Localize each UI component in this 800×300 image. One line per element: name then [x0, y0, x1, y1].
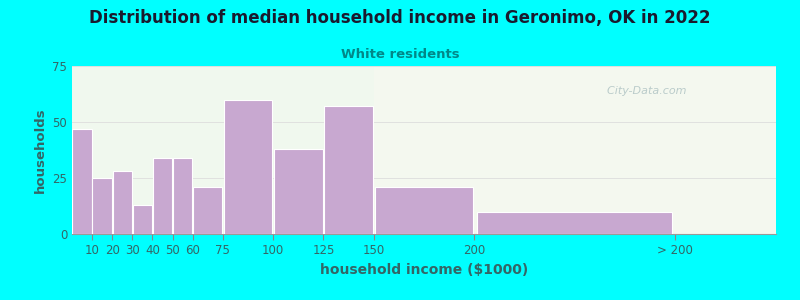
Text: Distribution of median household income in Geronimo, OK in 2022: Distribution of median household income … [90, 9, 710, 27]
Text: White residents: White residents [341, 48, 459, 61]
Y-axis label: households: households [34, 107, 46, 193]
Text: City-Data.com: City-Data.com [600, 86, 686, 96]
Bar [153, 158, 172, 234]
Bar [274, 149, 322, 234]
Bar [93, 178, 112, 234]
Bar [375, 187, 473, 234]
Bar [193, 187, 222, 234]
Bar [374, 66, 776, 234]
Bar [113, 171, 132, 234]
Bar [173, 158, 192, 234]
Bar [72, 129, 92, 234]
Bar [324, 106, 373, 234]
X-axis label: household income ($1000): household income ($1000) [320, 263, 528, 277]
Bar [133, 205, 152, 234]
Bar [224, 100, 272, 234]
Bar [478, 212, 673, 234]
